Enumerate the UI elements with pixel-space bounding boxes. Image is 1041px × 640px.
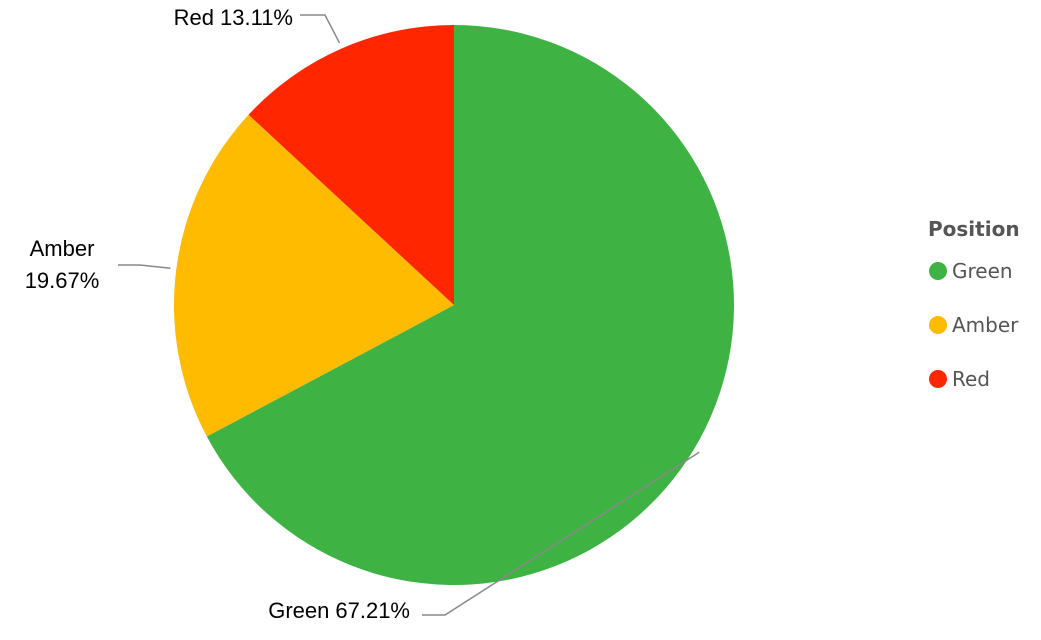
label-category: Amber xyxy=(30,236,95,261)
pie-slice xyxy=(206,25,734,585)
pie-slice xyxy=(248,25,454,305)
legend-marker xyxy=(929,262,947,280)
leader-line xyxy=(422,451,700,616)
legend-title: Position xyxy=(928,217,1020,241)
legend-label: Amber xyxy=(952,313,1019,337)
data-label: Red 13.11% xyxy=(174,5,293,30)
pie-slice xyxy=(173,114,454,437)
data-label: Amber 19.67% xyxy=(25,236,100,293)
data-label: Green 67.21% xyxy=(268,598,410,623)
legend-label: Red xyxy=(952,367,990,391)
label-category: Green xyxy=(268,598,329,623)
label-value: 19.67% xyxy=(25,268,100,293)
label-value: 13.11% xyxy=(220,5,293,30)
label-category: Red xyxy=(174,5,214,30)
legend-marker xyxy=(929,316,947,334)
legend-marker xyxy=(929,370,947,388)
label-value: 67.21% xyxy=(335,598,410,623)
leader-line xyxy=(118,264,171,269)
leader-line xyxy=(300,14,341,44)
legend-label: Green xyxy=(952,259,1013,283)
